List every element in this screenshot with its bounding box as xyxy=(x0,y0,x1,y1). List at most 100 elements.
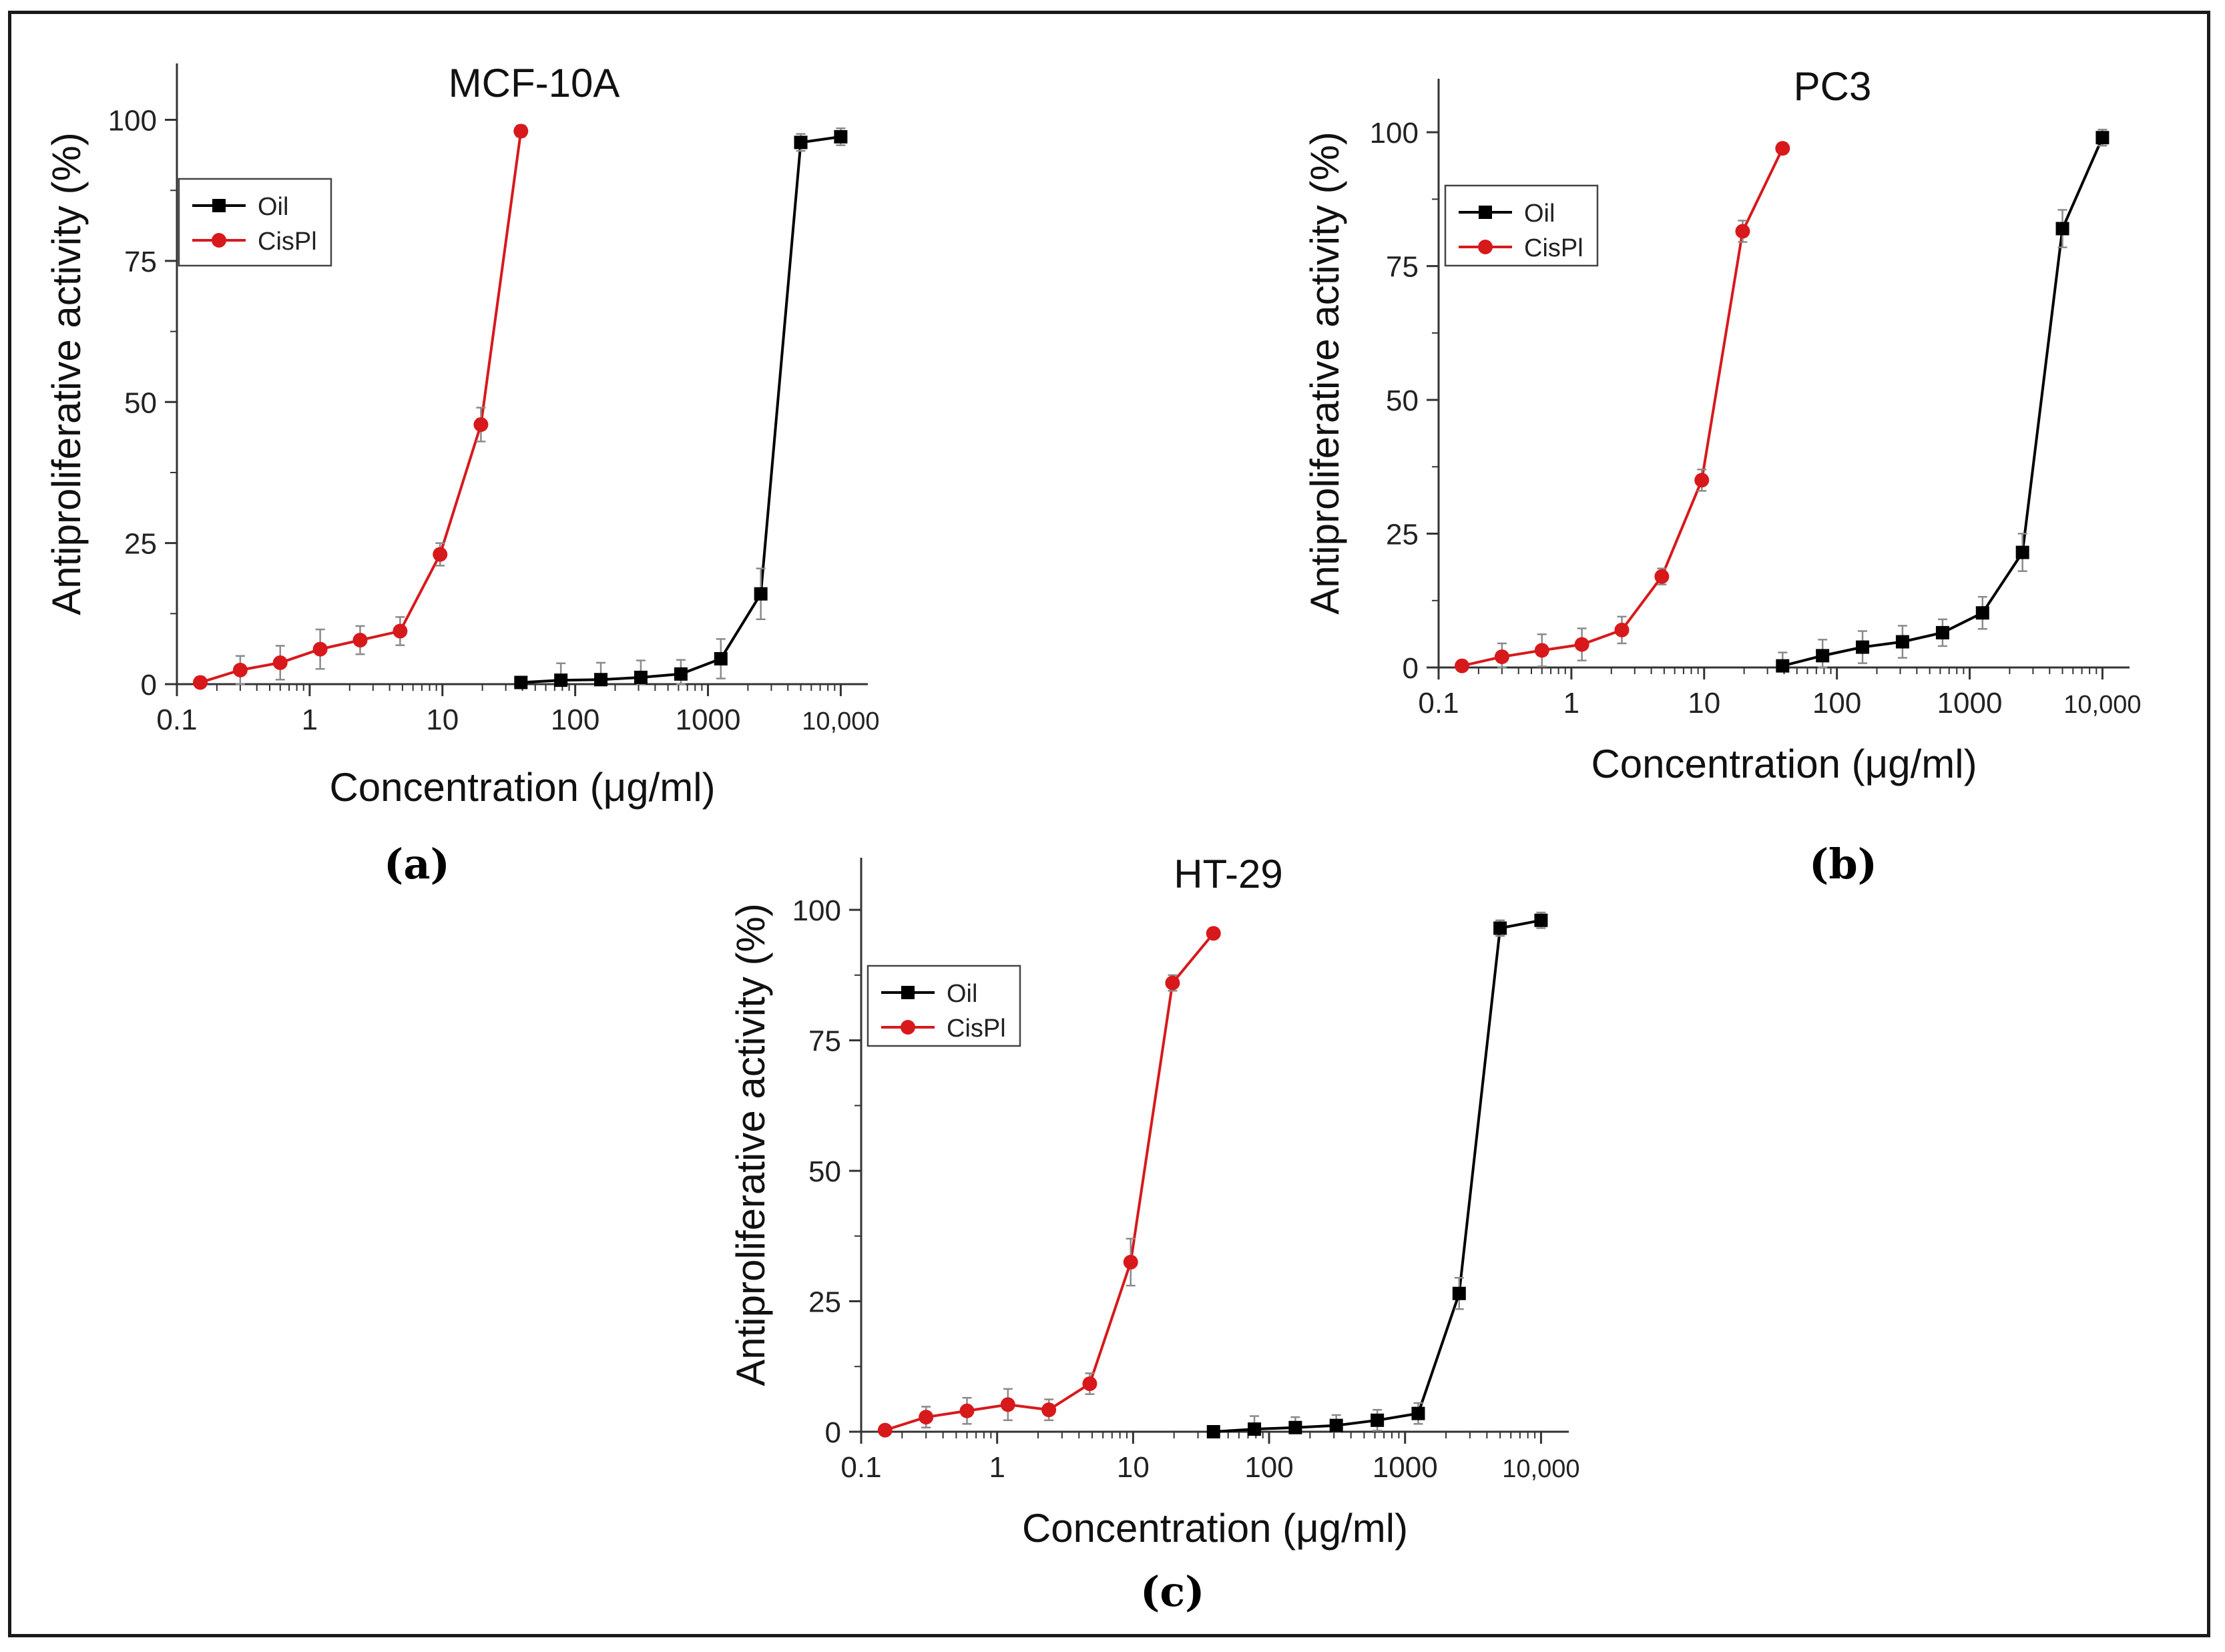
y-tick-label: 0 xyxy=(825,1416,841,1449)
data-point-oil xyxy=(1776,659,1790,673)
data-point-oil xyxy=(514,675,528,690)
x-tick-label: 1000 xyxy=(676,704,741,736)
x-tick-label: 1 xyxy=(989,1451,1005,1484)
data-point-oil xyxy=(1534,913,1548,927)
x-tick-label: 0.1 xyxy=(840,1451,881,1484)
panel-label-b: (b) xyxy=(1809,840,1878,888)
y-tick-label: 100 xyxy=(1370,117,1419,150)
y-axis-label: Antiproliferative activity (%) xyxy=(44,132,89,615)
legend-marker-cispl xyxy=(1478,240,1493,254)
legend-label-oil: Oil xyxy=(947,980,977,1008)
data-point-cispl xyxy=(1574,637,1589,652)
data-point-cispl xyxy=(193,675,208,690)
chart-title: PC3 xyxy=(1794,64,1872,109)
chart-title: HT-29 xyxy=(1174,852,1282,896)
legend-label-oil: Oil xyxy=(258,193,288,221)
data-point-cispl xyxy=(1000,1397,1015,1412)
y-tick-label: 100 xyxy=(108,105,157,137)
legend-marker-oil xyxy=(212,199,226,212)
x-tick-label: 10 xyxy=(1688,687,1720,720)
data-point-oil xyxy=(2015,545,2029,559)
x-tick-label: 1 xyxy=(1563,687,1579,720)
series-line-oil xyxy=(1782,137,2104,667)
data-point-cispl xyxy=(272,655,288,670)
y-axis-label: Antiproliferative activity (%) xyxy=(1302,131,1347,615)
figure-frame xyxy=(8,11,2210,1637)
legend-box xyxy=(178,178,332,267)
x-tick-label: 0.1 xyxy=(156,704,197,736)
y-tick-label: 75 xyxy=(1386,251,1419,284)
x-tick-label: 10 xyxy=(1117,1451,1150,1484)
data-point-oil xyxy=(634,670,648,684)
data-point-cispl xyxy=(393,623,408,639)
x-axis-label: Concentration (μg/ml) xyxy=(1591,742,1977,786)
data-point-oil xyxy=(1975,606,1989,620)
series-line-oil xyxy=(521,135,841,684)
legend-marker-cispl xyxy=(212,233,226,248)
data-point-cispl xyxy=(1694,473,1710,488)
data-point-oil xyxy=(1411,1406,1425,1420)
legend-marker-cispl xyxy=(901,1020,915,1035)
x-tick-label: 10,000 xyxy=(802,708,879,736)
y-tick-label: 25 xyxy=(1386,519,1419,551)
y-tick-label: 50 xyxy=(124,386,157,419)
chart-mcf10a: 0 25 50 75 100 0.1 1 10 100 1000 10,000 MCF-10A Conc… xyxy=(44,61,880,810)
data-point-cispl xyxy=(1494,649,1509,664)
y-tick-label: 25 xyxy=(808,1286,841,1319)
data-point-oil xyxy=(1856,640,1870,654)
x-tick-label: 10,000 xyxy=(2063,691,2141,719)
data-point-cispl xyxy=(1775,141,1790,156)
panel-label-c: (c) xyxy=(1140,1567,1205,1616)
legend-marker-oil xyxy=(901,986,915,999)
legend-box xyxy=(1444,184,1599,267)
data-point-oil xyxy=(674,667,688,681)
data-point-oil xyxy=(1895,635,1909,649)
chart-ht29: 0 25 50 75 100 0.1 1 10 100 1000 10,000 HT-29 Concen… xyxy=(728,852,1580,1551)
data-point-oil xyxy=(834,129,848,144)
x-tick-label: 1000 xyxy=(1373,1451,1438,1484)
data-point-cispl xyxy=(433,547,448,562)
data-point-oil xyxy=(2055,222,2069,236)
data-point-oil xyxy=(754,587,768,601)
data-point-cispl xyxy=(1455,658,1470,673)
data-point-cispl xyxy=(959,1403,975,1418)
y-tick-label: 0 xyxy=(1403,652,1419,685)
data-point-cispl xyxy=(513,123,529,139)
data-point-oil xyxy=(2095,131,2110,145)
data-point-cispl xyxy=(1082,1376,1097,1392)
legend-box xyxy=(867,965,1021,1047)
data-point-oil xyxy=(1288,1420,1302,1434)
data-point-oil xyxy=(1935,625,1949,639)
data-point-cispl xyxy=(1206,926,1221,941)
chart-pc3: 0 25 50 75 100 0.1 1 10 100 1000 10,000 PC3 Concentr… xyxy=(1302,64,2142,786)
y-tick-label: 25 xyxy=(124,528,157,561)
data-point-oil xyxy=(1248,1422,1262,1436)
data-point-cispl xyxy=(1123,1254,1138,1270)
data-point-oil xyxy=(714,651,728,665)
y-tick-label: 50 xyxy=(1386,384,1419,417)
data-point-oil xyxy=(1493,921,1507,935)
data-point-oil xyxy=(794,135,808,150)
y-tick-label: 75 xyxy=(124,246,157,278)
legend-label-cispl: CisPl xyxy=(947,1015,1006,1043)
data-point-oil xyxy=(1452,1286,1466,1300)
data-point-cispl xyxy=(877,1422,893,1438)
legend-label-cispl: CisPl xyxy=(258,228,317,256)
data-point-cispl xyxy=(1735,224,1750,239)
y-tick-label: 50 xyxy=(808,1155,841,1188)
x-tick-label: 0.1 xyxy=(1418,687,1459,720)
x-tick-label: 10,000 xyxy=(1502,1455,1579,1483)
data-point-oil xyxy=(1371,1413,1385,1427)
series-line-oil xyxy=(1213,918,1541,1433)
x-tick-label: 100 xyxy=(551,704,599,736)
y-axis-label: Antiproliferative activity (%) xyxy=(728,903,773,1386)
data-point-oil xyxy=(594,673,608,687)
legend-label-cispl: CisPl xyxy=(1524,234,1583,262)
data-point-oil xyxy=(1329,1418,1343,1432)
data-point-cispl xyxy=(473,417,489,433)
x-axis-label: Concentration (μg/ml) xyxy=(1022,1506,1408,1551)
y-tick-label: 100 xyxy=(792,894,841,927)
data-point-cispl xyxy=(919,1410,934,1425)
data-point-cispl xyxy=(1534,643,1549,658)
y-tick-label: 0 xyxy=(141,669,157,702)
